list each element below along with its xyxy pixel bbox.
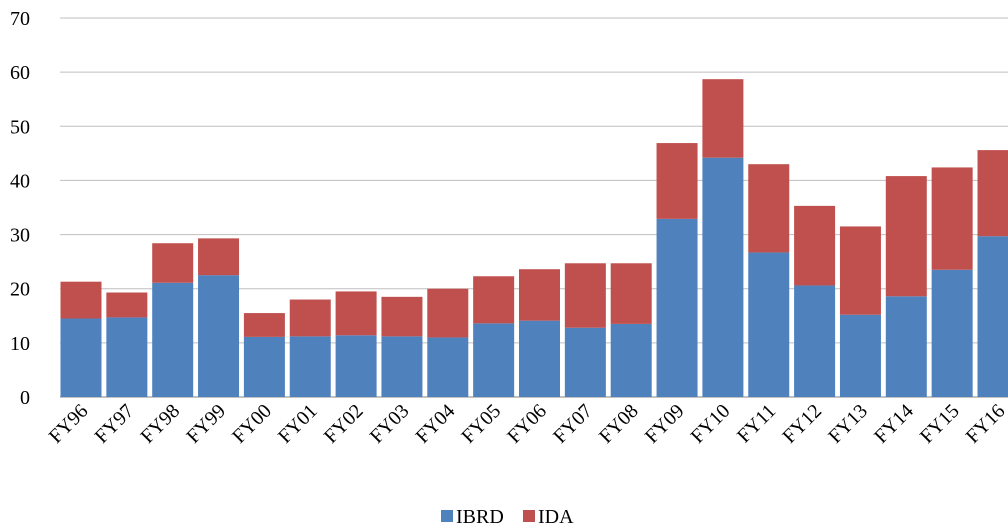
x-tick-label: FY98 [136,400,184,448]
bar-ida-fy02 [335,291,377,336]
bar-ibrd-fy14 [885,296,927,397]
y-tick-label: 20 [10,279,30,301]
x-tick-label: FY07 [549,400,597,448]
bars [60,79,1008,397]
bar-ibrd-fy16 [977,236,1008,397]
bar-ida-fy04 [427,288,469,338]
x-tick-label: FY10 [687,400,735,448]
bar-ibrd-fy11 [748,252,790,397]
bar-ida-fy00 [243,313,285,337]
bar-ibrd-fy02 [335,335,377,397]
legend-label-ibrd: IBRD [456,506,504,527]
x-tick-label: FY16 [962,400,1008,448]
x-tick-label: FY04 [412,400,460,448]
legend-label-ida: IDA [538,506,574,527]
bar-ida-fy06 [519,269,560,321]
x-tick-label: FY99 [182,400,230,448]
bar-ida-fy96 [60,281,102,319]
bar-ida-fy09 [656,143,698,219]
x-tick-label: FY06 [503,400,551,448]
legend: IBRD IDA [441,506,574,527]
bar-ida-fy11 [748,164,790,253]
x-tick-label: FY00 [228,400,276,448]
x-tick-label: FY14 [870,400,918,448]
x-tick-label: FY12 [778,400,826,448]
x-axis: FY96FY97FY98FY99FY00FY01FY02FY03FY04FY05… [45,400,1008,448]
x-tick-label: FY09 [641,400,689,448]
bar-ida-fy14 [885,176,927,297]
y-tick-label: 50 [10,116,30,138]
bar-ibrd-fy03 [381,336,423,397]
y-axis: 0 10 20 30 40 50 60 70 [10,8,30,409]
bar-ida-fy12 [794,205,836,286]
bar-ida-fy03 [381,296,423,337]
bar-ibrd-fy00 [243,336,285,397]
bar-ibrd-fy04 [427,337,469,397]
bar-ibrd-fy08 [610,323,652,397]
bar-ibrd-fy98 [152,282,194,397]
bar-ida-fy13 [839,226,881,315]
x-tick-label: FY01 [274,400,322,448]
x-tick-label: FY15 [916,400,964,448]
y-tick-label: 70 [10,8,30,30]
bar-ida-fy16 [977,150,1008,237]
y-tick-label: 30 [10,225,30,247]
y-tick-label: 60 [10,62,30,84]
bar-ida-fy05 [473,276,515,324]
x-tick-label: FY97 [91,400,139,448]
bar-ibrd-fy12 [794,285,836,397]
bar-ida-fy97 [106,292,148,318]
bar-ibrd-fy96 [60,318,102,397]
x-tick-label: FY03 [366,400,414,448]
x-tick-label: FY05 [457,400,505,448]
bar-ibrd-fy99 [198,275,240,397]
x-tick-label: FY08 [595,400,643,448]
x-tick-label: FY11 [733,400,780,447]
legend-swatch-ibrd [441,510,453,522]
y-tick-label: 0 [20,387,30,409]
bar-ibrd-fy15 [931,269,973,397]
bar-ida-fy15 [931,167,973,270]
x-tick-label: FY96 [45,400,93,448]
bar-ida-fy10 [702,79,744,158]
legend-swatch-ida [523,510,535,522]
bar-ibrd-fy09 [656,218,698,397]
bar-ibrd-fy13 [839,314,881,397]
bar-ida-fy01 [289,299,331,337]
bar-ida-fy99 [198,238,240,276]
bar-ibrd-fy05 [473,323,515,397]
x-tick-label: FY13 [824,400,872,448]
bar-ida-fy98 [152,243,194,283]
bar-ida-fy07 [564,263,606,328]
bar-ibrd-fy06 [519,320,560,397]
y-tick-label: 40 [10,170,30,192]
bar-ibrd-fy97 [106,317,148,397]
bar-ibrd-fy07 [564,327,606,397]
bar-ibrd-fy10 [702,157,744,397]
x-tick-label: FY02 [320,400,368,448]
bar-ibrd-fy01 [289,336,331,397]
y-tick-label: 10 [10,333,30,355]
bar-ida-fy08 [610,263,652,324]
